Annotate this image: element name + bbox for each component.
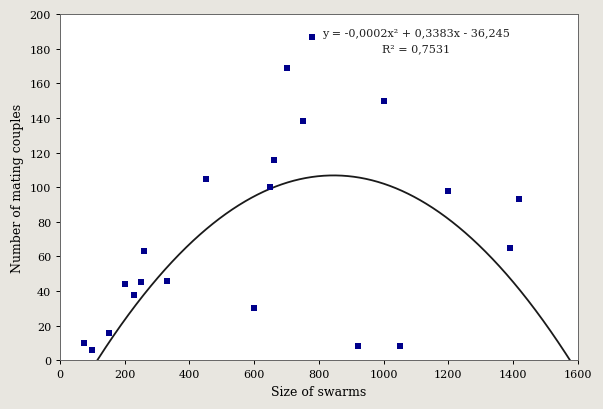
Text: y = -0,0002x² + 0,3383x - 36,245
R² = 0,7531: y = -0,0002x² + 0,3383x - 36,245 R² = 0,… [322,29,510,54]
Point [308,34,317,41]
X-axis label: Size of swarms: Size of swarms [271,385,367,398]
Point [505,245,514,252]
Point [249,306,259,312]
Point [395,343,405,350]
Point [80,340,89,346]
Point [269,157,279,163]
Point [87,347,97,353]
Point [265,184,275,191]
Point [353,343,362,350]
Point [298,119,308,126]
Point [120,281,130,288]
Point [136,279,146,286]
Y-axis label: Number of mating couples: Number of mating couples [11,103,24,272]
Point [514,197,524,203]
Point [282,65,291,72]
Point [162,278,172,284]
Point [201,176,210,182]
Point [379,98,388,105]
Point [104,330,113,336]
Point [139,248,149,255]
Point [443,188,453,194]
Point [130,292,139,298]
